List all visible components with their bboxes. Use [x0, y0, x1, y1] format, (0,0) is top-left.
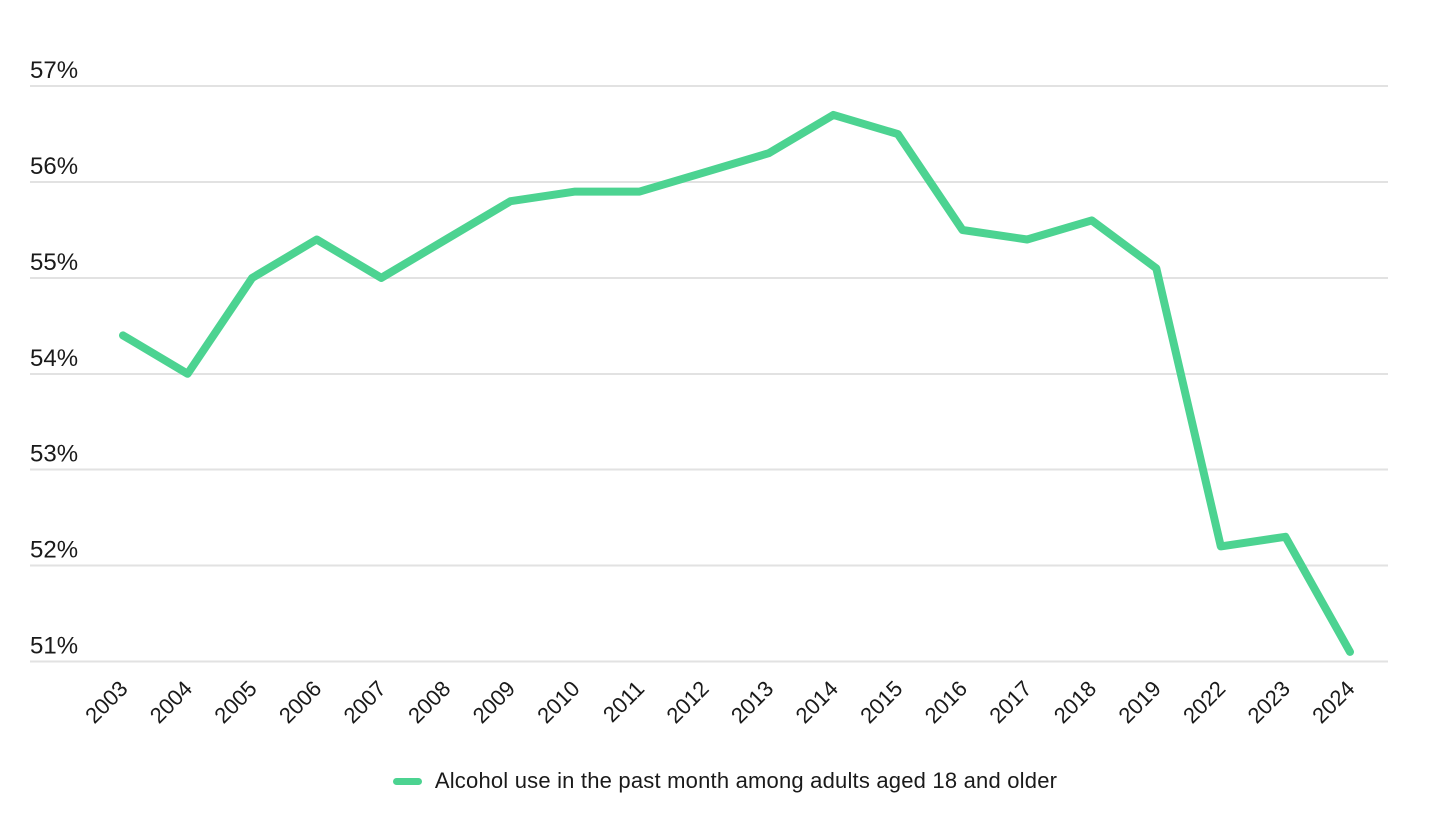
legend-label: Alcohol use in the past month among adul… — [434, 768, 1058, 793]
x-axis: 2003 2004 2005 2006 2007 2008 2009 2010 2011 2012… — [80, 676, 1359, 728]
y-axis-tick-label: 54% — [30, 345, 78, 372]
x-axis-tick-label: 2011 — [598, 676, 649, 727]
y-axis-tick-label: 56% — [30, 153, 78, 180]
x-axis-tick-label: 2017 — [984, 676, 1036, 728]
x-axis-tick-label: 2022 — [1178, 676, 1230, 728]
x-axis-tick-label: 2006 — [274, 676, 326, 728]
x-axis-tick-label: 2008 — [403, 676, 455, 728]
x-axis-tick-label: 2019 — [1114, 676, 1166, 728]
x-axis-tick-label: 2005 — [209, 676, 261, 728]
y-axis: 51% 52% 53% 54% 55% 56% 57% — [30, 57, 78, 659]
y-axis-tick-label: 53% — [30, 441, 78, 468]
x-axis-tick-label: 2013 — [726, 676, 778, 728]
legend: Alcohol use in the past month among adul… — [0, 768, 1450, 794]
x-axis-tick-label: 2023 — [1243, 676, 1295, 728]
x-axis-tick-label: 2003 — [80, 676, 132, 728]
y-axis-tick-label: 57% — [30, 57, 78, 84]
y-axis-tick-label: 55% — [30, 249, 78, 276]
x-axis-tick-label: 2010 — [532, 676, 584, 728]
x-axis-tick-label: 2012 — [661, 676, 713, 728]
y-axis-tick-label: 52% — [30, 537, 78, 564]
x-axis-tick-label: 2024 — [1307, 676, 1359, 728]
series-layer — [119, 110, 1354, 656]
x-axis-tick-label: 2014 — [791, 676, 843, 728]
x-axis-tick-label: 2018 — [1049, 676, 1101, 728]
x-axis-tick-label: 2016 — [920, 676, 972, 728]
y-axis-tick-label: 51% — [30, 633, 78, 660]
legend-line-swatch — [392, 777, 422, 785]
x-axis-tick-label: 2015 — [855, 676, 907, 728]
x-axis-tick-label: 2004 — [145, 676, 197, 728]
x-axis-tick-label: 2007 — [339, 676, 391, 728]
x-axis-tick-label: 2009 — [468, 676, 520, 728]
series-line — [119, 110, 1354, 656]
